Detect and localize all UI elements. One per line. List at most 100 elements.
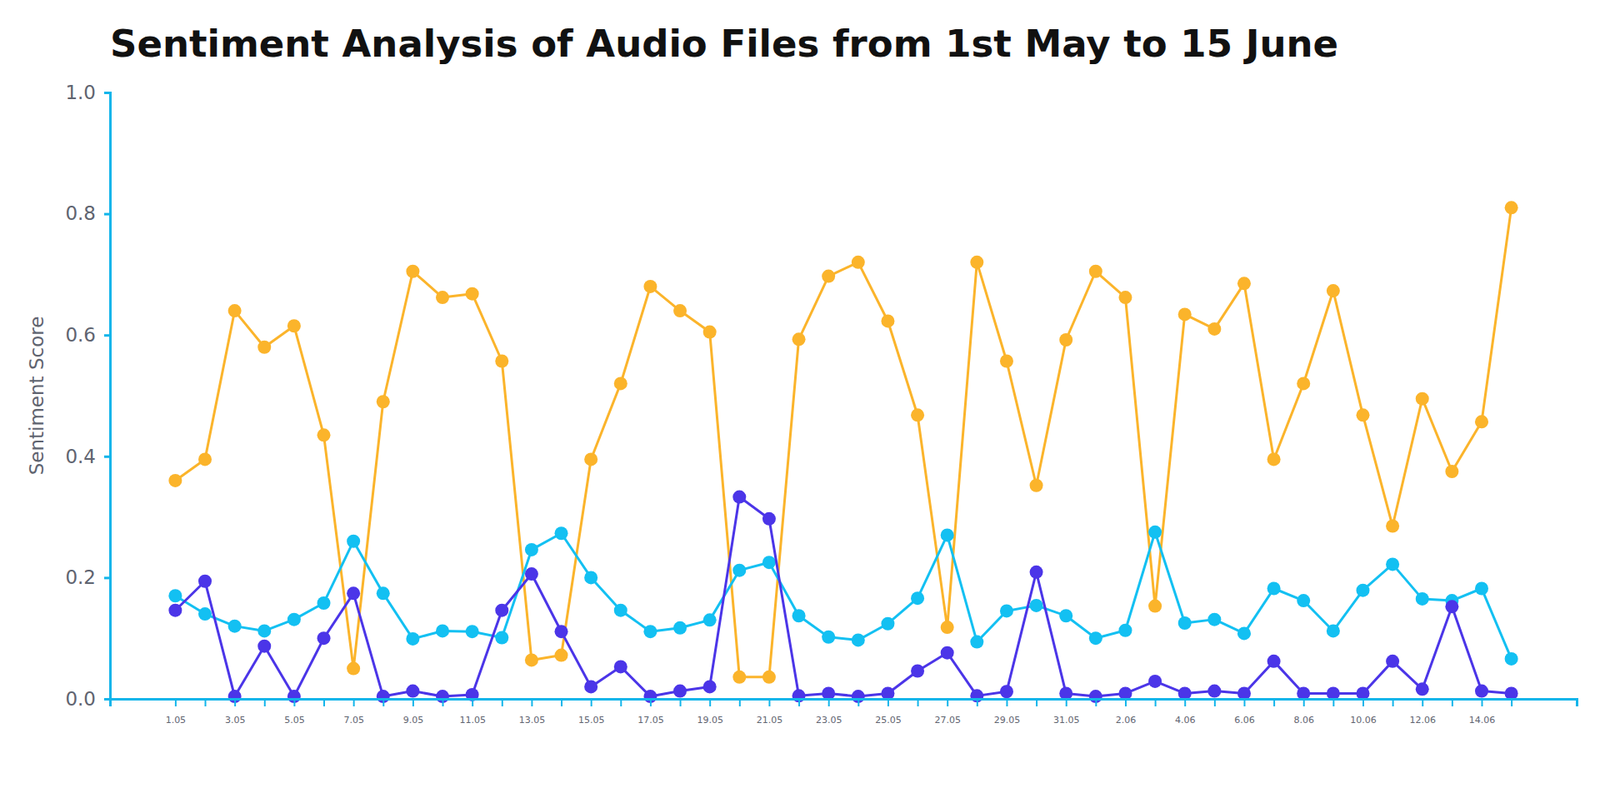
x-tick-mark bbox=[1035, 699, 1038, 707]
x-tick: 27.05 bbox=[934, 699, 961, 726]
marker bbox=[495, 630, 509, 645]
x-tick bbox=[1451, 699, 1453, 707]
marker bbox=[851, 633, 865, 647]
marker bbox=[1505, 652, 1519, 666]
marker bbox=[1030, 479, 1044, 493]
x-axis: 1.053.055.057.059.0511.0513.0515.0517.05… bbox=[110, 699, 1578, 726]
marker bbox=[317, 428, 331, 442]
marker bbox=[435, 290, 450, 305]
x-tick bbox=[1333, 699, 1335, 707]
x-tick-mark bbox=[1510, 699, 1513, 707]
marker bbox=[1385, 557, 1400, 571]
y-tick-label: 1.0 bbox=[65, 81, 96, 104]
x-tick-mark bbox=[1214, 699, 1216, 707]
marker bbox=[555, 649, 569, 663]
marker bbox=[732, 490, 746, 505]
x-tick-mark bbox=[560, 699, 563, 707]
x-tick-mark bbox=[1303, 699, 1305, 707]
x-tick-mark bbox=[1362, 699, 1365, 707]
marker bbox=[1000, 355, 1014, 369]
marker bbox=[198, 607, 212, 621]
x-tick-mark bbox=[828, 699, 830, 707]
marker bbox=[910, 408, 925, 422]
marker bbox=[703, 680, 717, 694]
marker bbox=[1355, 584, 1370, 598]
x-tick-mark bbox=[205, 699, 207, 707]
marker bbox=[910, 665, 925, 679]
x-tick-label: 21.05 bbox=[756, 715, 784, 726]
marker bbox=[1207, 322, 1221, 336]
marker bbox=[673, 685, 687, 699]
y-tick-mark bbox=[104, 455, 110, 459]
x-tick: 11.05 bbox=[459, 699, 486, 726]
marker bbox=[880, 617, 895, 631]
marker bbox=[1000, 685, 1014, 699]
series bbox=[168, 525, 1518, 666]
series-line bbox=[175, 497, 1511, 698]
marker bbox=[168, 604, 182, 618]
marker bbox=[257, 624, 271, 638]
marker bbox=[257, 340, 271, 355]
x-tick-mark bbox=[650, 699, 652, 707]
x-tick bbox=[1214, 699, 1215, 707]
series bbox=[168, 200, 1518, 684]
x-tick-label: 12.06 bbox=[1409, 715, 1436, 726]
marker bbox=[228, 304, 242, 318]
y-tick-label: 0.6 bbox=[65, 324, 96, 346]
x-tick-mark bbox=[1480, 699, 1483, 707]
marker bbox=[643, 625, 657, 639]
marker bbox=[1445, 600, 1459, 614]
marker bbox=[1178, 307, 1192, 321]
marker bbox=[346, 535, 360, 549]
x-tick: 31.05 bbox=[1053, 699, 1080, 726]
y-tick-label: 0.0 bbox=[65, 688, 96, 710]
marker bbox=[1059, 333, 1073, 347]
marker bbox=[287, 319, 301, 333]
x-tick bbox=[324, 699, 325, 707]
x-tick: 12.06 bbox=[1409, 699, 1436, 726]
marker bbox=[1148, 525, 1162, 540]
marker bbox=[1475, 685, 1489, 699]
marker bbox=[376, 395, 390, 409]
x-tick-mark bbox=[620, 699, 622, 707]
x-tick bbox=[442, 699, 444, 707]
marker bbox=[525, 567, 539, 581]
x-tick-mark bbox=[739, 699, 741, 707]
x-tick: 7.05 bbox=[343, 699, 365, 726]
x-tick: 10.06 bbox=[1350, 699, 1377, 726]
y-tick: 0.8 bbox=[65, 202, 110, 225]
x-tick bbox=[1392, 699, 1394, 707]
marker bbox=[673, 621, 687, 635]
marker bbox=[614, 660, 628, 674]
marker bbox=[1296, 594, 1310, 608]
x-tick-label: 17.05 bbox=[637, 715, 665, 726]
marker bbox=[1445, 465, 1459, 479]
marker bbox=[435, 624, 450, 638]
marker bbox=[940, 528, 955, 542]
x-tick-mark bbox=[887, 699, 890, 707]
marker bbox=[317, 631, 331, 645]
x-axis-line bbox=[110, 700, 1578, 708]
x-tick-label: 4.06 bbox=[1175, 715, 1196, 726]
x-tick-label: 8.06 bbox=[1293, 715, 1315, 726]
marker bbox=[1415, 682, 1430, 696]
marker bbox=[1415, 392, 1430, 406]
marker bbox=[1000, 604, 1014, 618]
marker bbox=[643, 280, 657, 294]
marker bbox=[910, 591, 925, 605]
x-tick: 4.06 bbox=[1175, 699, 1196, 726]
x-tick-mark bbox=[709, 699, 711, 707]
title: Sentiment Analysis of Audio Files from 1… bbox=[110, 21, 1339, 66]
x-tick: 14.06 bbox=[1469, 699, 1496, 726]
marker bbox=[1296, 376, 1310, 390]
marker bbox=[762, 670, 776, 685]
x-tick bbox=[917, 699, 919, 707]
x-tick-label: 15.05 bbox=[578, 715, 605, 726]
marker bbox=[168, 589, 182, 603]
marker bbox=[1475, 415, 1489, 429]
x-tick bbox=[739, 699, 740, 707]
y-tick-label: 0.8 bbox=[65, 202, 96, 225]
marker bbox=[525, 543, 539, 557]
x-tick-mark bbox=[1451, 699, 1454, 707]
x-tick-mark bbox=[264, 699, 266, 707]
